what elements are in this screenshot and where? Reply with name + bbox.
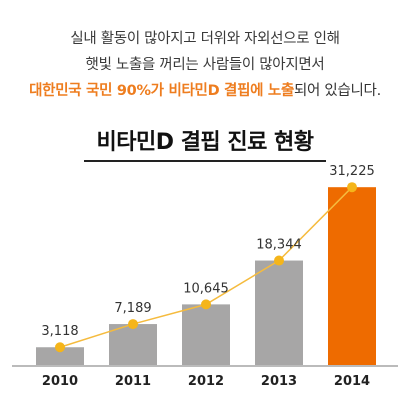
x-tick-2012: 2012 [188,374,224,389]
x-tick-2013: 2013 [261,374,297,389]
x-tick-2014: 2014 [334,374,370,389]
chart-title: 비타민D 결핍 진료 현황 [96,130,314,155]
point-2010 [55,342,65,353]
point-2013 [274,255,284,266]
intro-line-2: 햇빛 노출을 꺼리는 사람들이 많아지면서 [85,57,325,73]
intro-text: 실내 활동이 많아지고 더위와 자외선으로 인해 햇빛 노출을 꺼리는 사람들이… [0,26,410,104]
point-2011 [128,319,138,330]
title-underline [84,160,326,162]
intro-line-3-rest: 되어 있습니다. [294,83,381,99]
bar-2014 [328,187,376,365]
point-2014 [347,182,357,193]
x-tick-2010: 2010 [42,374,78,389]
value-label-2012: 10,645 [183,281,229,296]
intro-line-3: 대한민국 국민 90%가 비타민D 결핍에 노출되어 있습니다. [0,78,410,104]
bar-2011 [109,324,157,365]
value-label-2014: 31,225 [329,164,375,179]
bar-2010 [36,347,84,365]
value-label-2011: 7,189 [114,301,151,316]
value-label-2010: 3,118 [41,324,78,339]
bar-2013 [255,260,303,365]
value-label-2013: 18,344 [256,238,302,253]
intro-highlight: 대한민국 국민 90%가 비타민D 결핍에 노출 [29,83,295,99]
point-2012 [201,299,211,310]
bar-2012 [182,304,230,365]
x-tick-2011: 2011 [115,374,151,389]
intro-line-1: 실내 활동이 많아지고 더위와 자외선으로 인해 [70,31,340,47]
